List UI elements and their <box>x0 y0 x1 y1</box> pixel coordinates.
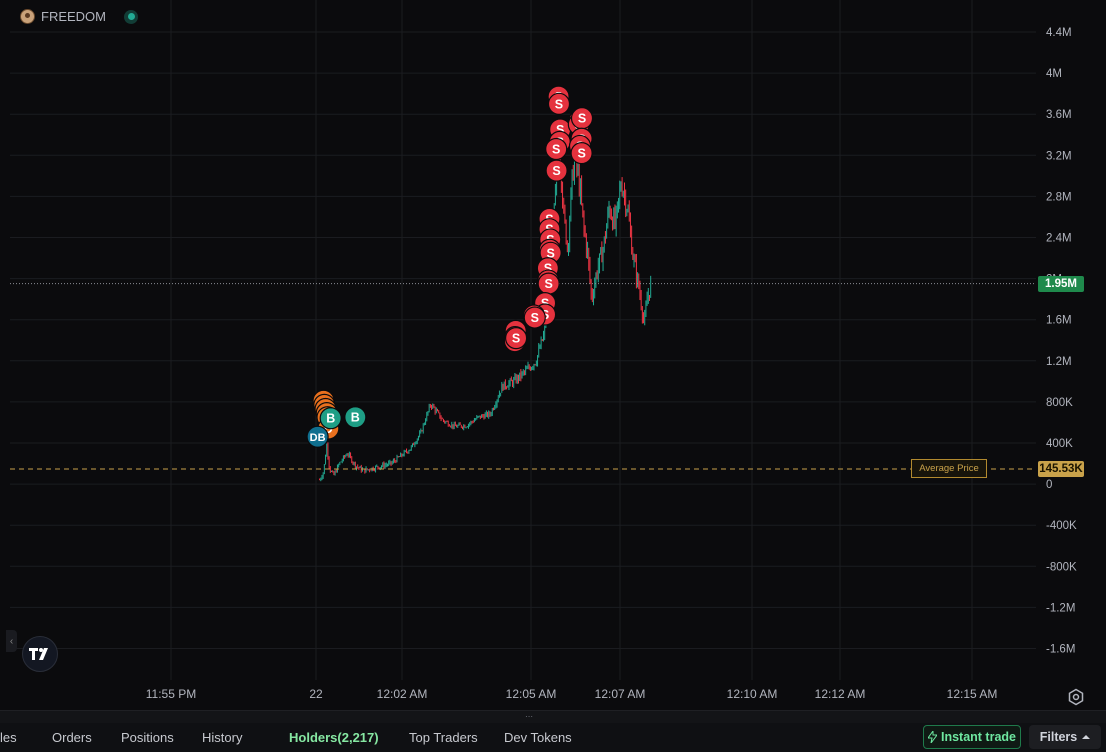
filters-label: Filters <box>1039 730 1078 744</box>
sell-marker-label: S <box>546 246 554 260</box>
tab-top-traders[interactable]: Top Traders <box>409 730 478 745</box>
instant-trade-button[interactable]: Instant trade <box>923 725 1021 749</box>
y-axis-tick-label: 1.6M <box>1046 315 1072 327</box>
chart-legend: FREEDOM <box>20 9 138 24</box>
caret-up-icon <box>1082 735 1091 739</box>
buy-marker-label: B <box>351 411 360 425</box>
tab-orders[interactable]: Orders <box>52 730 92 745</box>
y-axis-tick-label: 2.8M <box>1046 191 1072 203</box>
x-axis-tick-label: 12:12 AM <box>815 687 866 701</box>
sell-marker-label: S <box>552 164 560 178</box>
sell-marker-label: S <box>555 97 563 111</box>
tab-positions[interactable]: Positions <box>121 730 174 745</box>
dev-buy-marker[interactable] <box>306 425 329 448</box>
x-axis-tick-label: 12:02 AM <box>377 687 428 701</box>
panel-resize-handle[interactable]: ⋯ <box>0 710 1106 724</box>
y-axis-tick-label: 3.6M <box>1046 109 1072 121</box>
tab-dev-tokens[interactable]: Dev Tokens <box>504 730 572 745</box>
filters-button[interactable]: Filters <box>1029 725 1101 749</box>
sell-marker-label: S <box>577 147 585 161</box>
x-axis-tick-label: 11:55 PM <box>146 687 196 701</box>
lightning-icon <box>927 731 937 743</box>
sell-marker[interactable] <box>545 159 568 182</box>
token-avatar-icon <box>20 9 35 24</box>
average-price-axis-label: 145.53K <box>1038 461 1084 478</box>
y-axis-tick-label: -800K <box>1046 561 1077 573</box>
x-axis-tick-label: 22 <box>309 687 323 701</box>
sell-marker[interactable] <box>570 142 593 165</box>
sell-marker-label: S <box>578 112 586 126</box>
y-axis-tick-label: 2.4M <box>1046 233 1072 245</box>
dev-buy-marker-label: DB <box>310 432 326 444</box>
x-axis-tick-label: 12:07 AM <box>595 687 646 701</box>
sell-marker[interactable] <box>523 306 546 329</box>
token-symbol: FREEDOM <box>41 9 106 24</box>
buy-marker-label: B <box>326 412 335 426</box>
sell-marker[interactable] <box>547 92 571 115</box>
tab-trades[interactable]: les <box>0 730 17 745</box>
y-axis-tick-label: -1.2M <box>1046 602 1075 614</box>
collapse-panel-chevron-icon[interactable]: ‹ <box>6 630 17 652</box>
sell-marker[interactable] <box>505 326 528 350</box>
price-chart[interactable]: 4.4M4M3.6M3.2M2.8M2.4M2M1.6M1.2M800K400K… <box>0 0 1106 710</box>
y-axis-tick-label: 1.2M <box>1046 356 1072 368</box>
sell-marker-label: S <box>556 123 564 137</box>
sell-marker-label: S <box>544 277 552 291</box>
y-axis-tick-label: 3.2M <box>1046 150 1072 162</box>
average-price-label: Average Price <box>911 459 987 478</box>
y-axis-tick-label: 4M <box>1046 68 1062 80</box>
sell-marker-label: S <box>552 143 560 157</box>
tab-history[interactable]: History <box>202 730 243 745</box>
x-axis-tick-label: 12:15 AM <box>947 687 998 701</box>
y-axis-tick-label: 4.4M <box>1046 27 1072 39</box>
y-axis-tick-label: 400K <box>1046 438 1073 450</box>
last-price-label: 1.95M <box>1038 275 1084 292</box>
y-axis-tick-label: -400K <box>1046 520 1077 532</box>
y-axis-tick-label: -1.6M <box>1046 644 1075 656</box>
sell-marker-label: S <box>512 332 520 346</box>
chart-canvas[interactable]: 4.4M4M3.6M3.2M2.8M2.4M2M1.6M1.2M800K400K… <box>0 0 1106 710</box>
y-axis-tick-label: 800K <box>1046 397 1073 409</box>
buy-marker[interactable] <box>344 406 367 429</box>
y-axis-tick-label: 0 <box>1046 479 1052 491</box>
sell-marker-label: S <box>531 311 539 325</box>
resize-grip-icon: ⋯ <box>525 712 533 721</box>
bottom-tab-bar: les Orders Positions History Holders(2,2… <box>0 723 1106 752</box>
live-status-icon <box>124 9 138 24</box>
x-axis-tick-label: 12:05 AM <box>506 687 557 701</box>
x-axis-tick-label: 12:10 AM <box>727 687 778 701</box>
chart-settings-gear-icon[interactable] <box>1067 688 1085 706</box>
buy-marker[interactable] <box>319 407 342 430</box>
instant-trade-label: Instant trade <box>940 730 1016 744</box>
tradingview-logo-icon[interactable] <box>22 636 58 672</box>
tab-holders[interactable]: Holders(2,217) <box>289 730 379 745</box>
sell-marker-label: S <box>544 262 552 276</box>
